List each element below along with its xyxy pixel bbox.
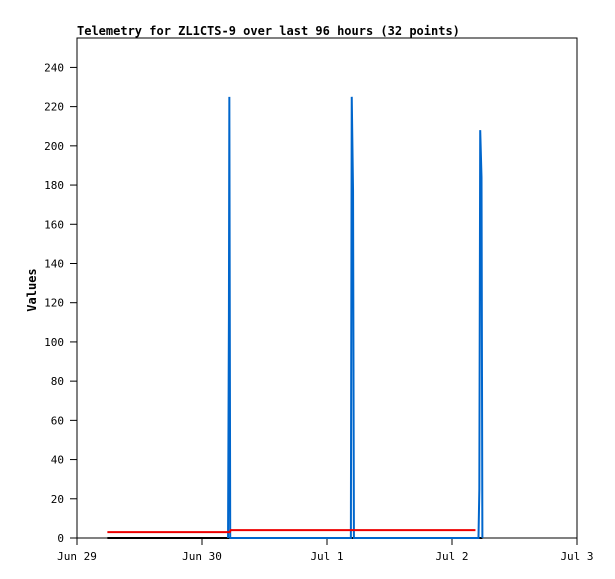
x-tick-label: Jul 1 (310, 550, 343, 563)
y-tick-label: 80 (51, 375, 64, 388)
y-tick-label: 160 (44, 218, 64, 231)
plot-area (76, 37, 578, 539)
x-tick-label: Jun 29 (57, 550, 97, 563)
series-3-line (107, 529, 476, 534)
y-tick-label: 0 (57, 532, 64, 545)
y-tick-label: 200 (44, 140, 64, 153)
y-tick-label: 220 (44, 101, 64, 114)
y-tick-label: 40 (51, 454, 64, 467)
y-tick-label: 120 (44, 297, 64, 310)
y-tick-label: 60 (51, 414, 64, 427)
y-tick-label: 100 (44, 336, 64, 349)
x-tick-label: Jul 3 (560, 550, 593, 563)
series-2-line (227, 96, 484, 539)
y-tick-label: 240 (44, 61, 64, 74)
x-tick-label: Jul 2 (435, 550, 468, 563)
y-tick-label: 20 (51, 493, 64, 506)
y-tick-label: 180 (44, 179, 64, 192)
y-tick-label: 140 (44, 257, 64, 270)
x-tick-label: Jun 30 (182, 550, 222, 563)
chart-marks: 0 20 40 60 80 100 120 140 160 180 200 220 240 Jun 29 J… (44, 61, 593, 563)
chart-title: Telemetry for ZL1CTS-9 over last 96 hour… (77, 24, 460, 38)
y-axis-label: Values (25, 268, 39, 311)
